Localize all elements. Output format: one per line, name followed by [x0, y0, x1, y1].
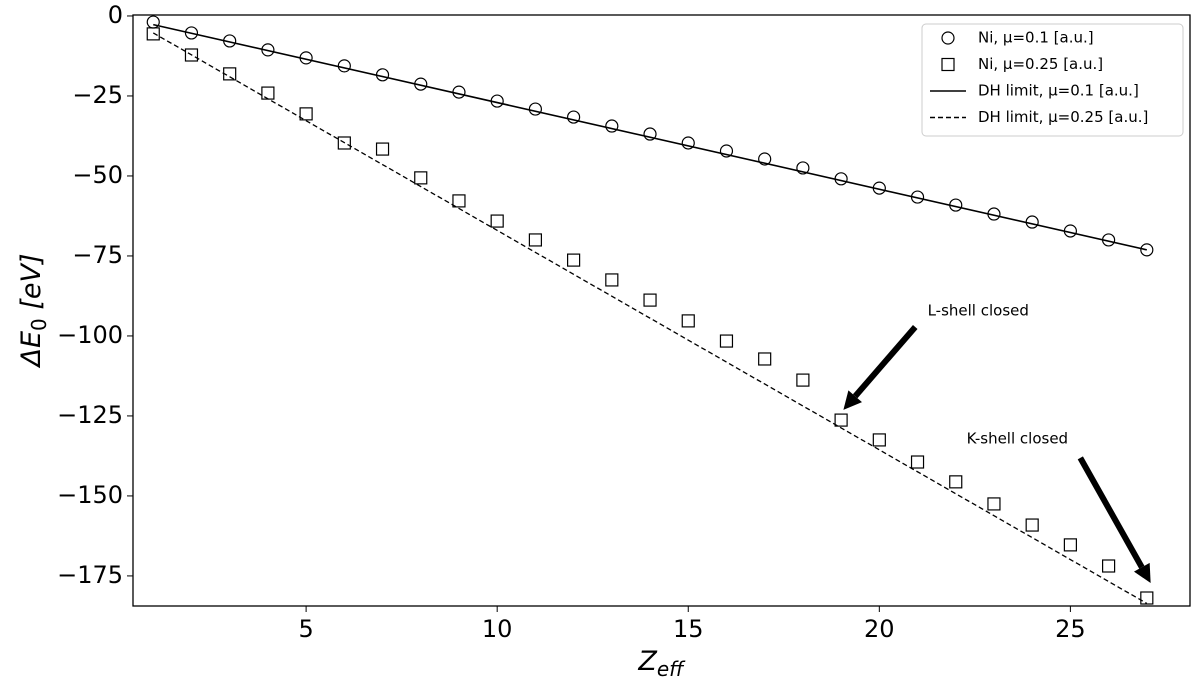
y-tick-label: −150 — [57, 481, 123, 509]
y-label-sub: 0 — [27, 318, 51, 331]
y-axis-label: ΔE0 [eV] — [16, 254, 51, 369]
annotation-arrowhead — [1133, 562, 1151, 583]
point — [1102, 233, 1116, 247]
plot-frame — [132, 14, 1191, 607]
legend-label: Ni, μ=0.25 [a.u.] — [978, 55, 1103, 73]
point — [987, 497, 1001, 511]
x-label-main: Z — [637, 646, 657, 677]
point — [949, 198, 963, 212]
point — [146, 27, 160, 41]
annotation-arrowhead — [843, 390, 862, 410]
point — [681, 314, 695, 328]
point — [299, 51, 313, 65]
point — [490, 214, 504, 228]
point — [414, 171, 428, 185]
line-series — [153, 23, 1147, 251]
annotation-arrow — [1077, 456, 1145, 569]
point — [1025, 518, 1039, 532]
point — [337, 59, 351, 73]
y-tick-label: −50 — [72, 161, 123, 189]
y-label-unit: [eV] — [16, 254, 47, 319]
point — [987, 207, 1001, 221]
point — [796, 373, 810, 387]
point — [681, 136, 695, 150]
point — [414, 77, 428, 91]
point — [949, 475, 963, 489]
legend-marker — [941, 31, 955, 45]
point — [528, 102, 542, 116]
point — [375, 142, 390, 156]
point — [146, 15, 160, 29]
annotation-text: K-shell closed — [967, 429, 1068, 447]
annotation-text: L-shell closed — [928, 301, 1029, 319]
point — [719, 334, 734, 348]
point — [1140, 243, 1154, 257]
y-tick-label: −75 — [72, 241, 123, 269]
x-tick-label: 15 — [673, 615, 704, 643]
point — [643, 293, 657, 307]
legend-marker — [941, 57, 955, 72]
y-tick-label: −125 — [57, 401, 123, 429]
point — [834, 172, 848, 186]
point — [605, 273, 619, 287]
point — [337, 136, 351, 150]
point — [758, 352, 772, 366]
point — [184, 26, 199, 40]
point — [1063, 224, 1077, 238]
point — [910, 190, 925, 204]
point — [528, 233, 542, 247]
y-tick-label: −25 — [72, 81, 123, 109]
point — [1063, 538, 1077, 552]
point — [1102, 559, 1116, 573]
legend-label: DH limit, μ=0.25 [a.u.] — [978, 108, 1148, 126]
legend-label: Ni, μ=0.1 [a.u.] — [978, 29, 1094, 47]
point — [452, 85, 466, 99]
point — [872, 181, 886, 195]
point — [261, 86, 275, 100]
y-tick-label: −100 — [57, 321, 123, 349]
annotation-arrow — [852, 325, 918, 399]
x-axis-label: Zeff — [637, 646, 686, 681]
x-tick-label: 25 — [1055, 615, 1086, 643]
point — [299, 107, 313, 121]
point — [452, 194, 466, 208]
y-tick-label: −175 — [57, 561, 123, 589]
point — [261, 43, 275, 57]
x-label-sub: eff — [657, 657, 686, 681]
point — [1140, 591, 1154, 605]
point — [719, 144, 734, 158]
y-label-main: ΔE — [16, 331, 47, 369]
x-tick-label: 5 — [298, 615, 313, 643]
point — [910, 455, 925, 469]
point — [1025, 215, 1039, 229]
point — [567, 110, 581, 124]
point — [490, 94, 504, 108]
line-series — [152, 32, 1148, 605]
x-tick-label: 10 — [482, 615, 513, 643]
legend-box — [921, 23, 1184, 137]
y-tick-label: 0 — [108, 1, 123, 29]
legend-label: DH limit, μ=0.1 [a.u.] — [978, 82, 1139, 100]
point — [184, 48, 199, 62]
point — [605, 119, 619, 133]
x-tick-label: 20 — [864, 615, 895, 643]
point — [223, 67, 237, 81]
point — [223, 34, 237, 48]
point — [567, 253, 581, 267]
point — [872, 433, 886, 447]
point — [758, 152, 772, 166]
point — [796, 161, 810, 175]
point — [375, 68, 390, 82]
point — [834, 413, 848, 427]
point — [643, 127, 657, 141]
